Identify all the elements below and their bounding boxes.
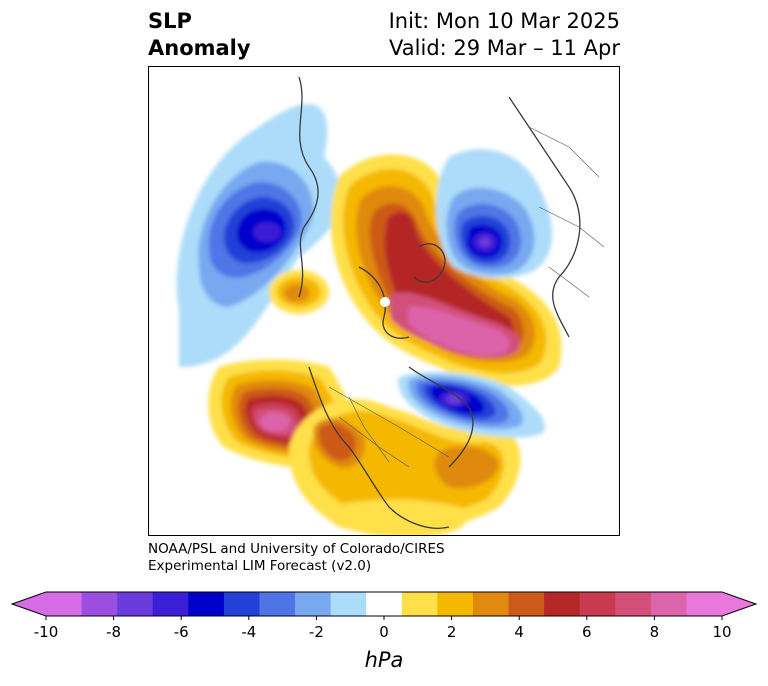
field-name-line2: Anomaly bbox=[148, 36, 251, 60]
colorbar-segment bbox=[152, 592, 189, 616]
colorbar-high-extension bbox=[722, 592, 756, 616]
colorbar-segment bbox=[472, 592, 510, 616]
alaska-high bbox=[269, 270, 329, 314]
colorbar-tick-label: 2 bbox=[447, 623, 457, 641]
colorbar-tick-label: -8 bbox=[106, 623, 121, 641]
colorbar-segment bbox=[188, 592, 225, 616]
field-name-line1: SLP bbox=[148, 9, 192, 33]
colorbar-tick-label: 8 bbox=[650, 623, 660, 641]
colorbar-segment bbox=[366, 592, 403, 616]
colorbar-units: hPa bbox=[364, 648, 404, 672]
colorbar-segment bbox=[401, 592, 438, 616]
colorbar-segment bbox=[223, 592, 260, 616]
colorbar-tick-label: -6 bbox=[174, 623, 189, 641]
colorbar-segment bbox=[295, 592, 332, 616]
colorbar-segment bbox=[81, 592, 118, 616]
coastlines bbox=[298, 76, 581, 529]
colorbar-segment bbox=[437, 592, 474, 616]
colorbar-low-extension bbox=[12, 592, 46, 616]
forecast-dates: Init: Mon 10 Mar 2025 Valid: 29 Mar – 11… bbox=[389, 8, 620, 62]
colorbar-segments bbox=[46, 592, 723, 616]
eurasian-low bbox=[436, 149, 553, 279]
north-america-high bbox=[289, 399, 521, 533]
colorbar-segment bbox=[686, 592, 723, 616]
southern-fringe bbox=[329, 499, 467, 535]
anomaly-field bbox=[176, 104, 562, 535]
colorbar-segment bbox=[579, 592, 616, 616]
colorbar-segment bbox=[259, 592, 296, 616]
colorbar-tick-label: -4 bbox=[241, 623, 256, 641]
colorbar-tick-label: -2 bbox=[309, 623, 324, 641]
colorbar-segment bbox=[46, 592, 83, 616]
colorbar-segment bbox=[330, 592, 367, 616]
north-atlantic-low bbox=[398, 371, 545, 438]
map-title: SLP Anomaly bbox=[148, 8, 251, 62]
credit-text: NOAA/PSL and University of Colorado/CIRE… bbox=[148, 541, 445, 575]
colorbar-tick-label: 6 bbox=[582, 623, 592, 641]
map-canvas bbox=[176, 76, 605, 535]
colorbar-segment bbox=[544, 592, 581, 616]
colorbar: -10 -8 -6 -4 -2 0 2 4 6 8 10 bbox=[10, 591, 758, 641]
valid-period: Valid: 29 Mar – 11 Apr bbox=[389, 36, 620, 60]
colorbar-tick-label: -10 bbox=[34, 623, 59, 641]
colorbar-segment bbox=[650, 592, 687, 616]
political-borders bbox=[328, 126, 605, 468]
forecast-map bbox=[148, 66, 620, 536]
credit-line2: Experimental LIM Forecast (v2.0) bbox=[148, 558, 372, 574]
north-pacific-low bbox=[176, 104, 343, 368]
arctic-high bbox=[330, 154, 562, 386]
north-pole-marker bbox=[380, 297, 390, 307]
colorbar-segment bbox=[117, 592, 154, 616]
colorbar-tick-label: 0 bbox=[379, 623, 389, 641]
colorbar-tick-label: 4 bbox=[514, 623, 524, 641]
credit-line1: NOAA/PSL and University of Colorado/CIRE… bbox=[148, 541, 445, 557]
colorbar-segment bbox=[508, 592, 545, 616]
colorbar-tick-label: 10 bbox=[712, 623, 731, 641]
colorbar-ticks: -10 -8 -6 -4 -2 0 2 4 6 8 10 bbox=[34, 616, 732, 641]
init-date: Init: Mon 10 Mar 2025 bbox=[388, 9, 620, 33]
colorbar-segment bbox=[615, 592, 652, 616]
